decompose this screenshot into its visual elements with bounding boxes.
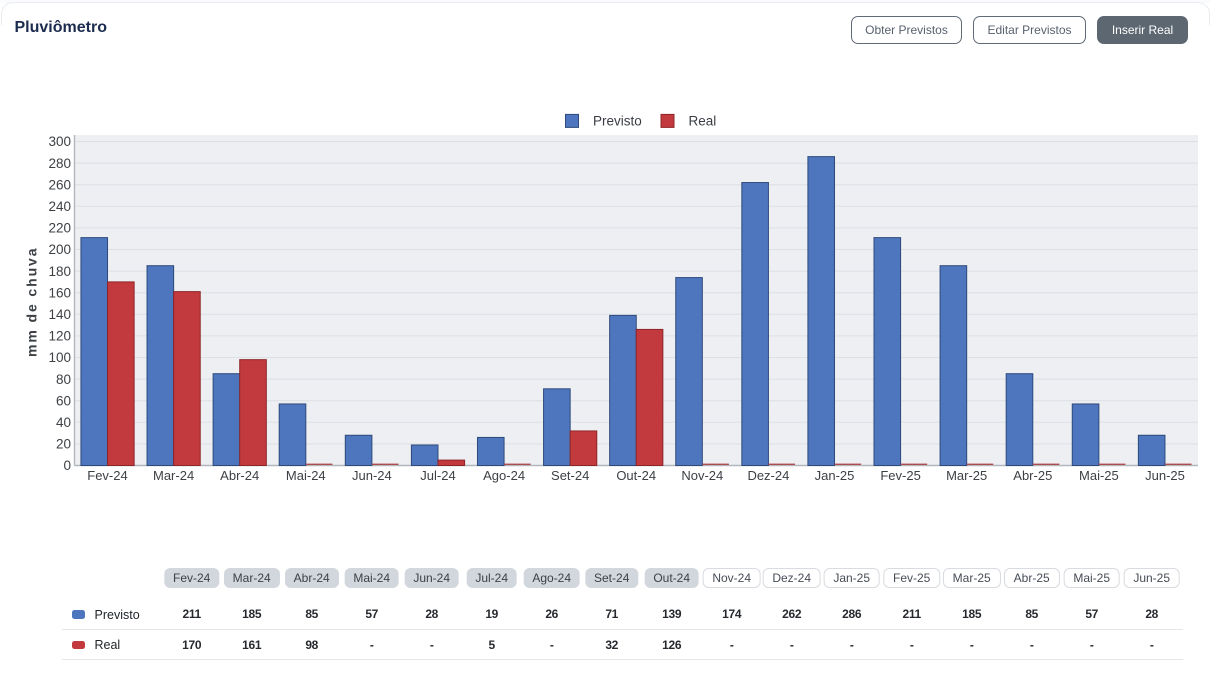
svg-text:Jan-25: Jan-25 (815, 468, 855, 483)
svg-text:300: 300 (48, 134, 71, 149)
svg-text:140: 140 (48, 307, 71, 322)
svg-text:Jun-25: Jun-25 (1145, 468, 1185, 483)
svg-text:0: 0 (63, 458, 71, 473)
svg-text:Fev-24: Fev-24 (87, 468, 127, 483)
svg-text:60: 60 (56, 393, 71, 408)
svg-text:240: 240 (48, 199, 71, 214)
svg-text:40: 40 (56, 415, 71, 430)
svg-text:Ago-24: Ago-24 (483, 468, 525, 483)
svg-text:Out-24: Out-24 (616, 468, 656, 483)
svg-text:Abr-25: Abr-25 (1013, 468, 1052, 483)
svg-text:Fev-25: Fev-25 (880, 468, 920, 483)
svg-text:Nov-24: Nov-24 (681, 468, 723, 483)
svg-text:Set-24: Set-24 (551, 468, 589, 483)
svg-text:260: 260 (48, 177, 71, 192)
svg-text:80: 80 (56, 372, 71, 387)
svg-text:Mar-24: Mar-24 (153, 468, 194, 483)
svg-text:100: 100 (48, 350, 71, 365)
svg-text:Jun-24: Jun-24 (352, 468, 392, 483)
svg-text:Dez-24: Dez-24 (747, 468, 789, 483)
svg-text:20: 20 (56, 437, 71, 452)
svg-text:180: 180 (48, 264, 71, 279)
svg-text:280: 280 (48, 156, 71, 171)
svg-text:200: 200 (48, 242, 71, 257)
svg-text:Mai-24: Mai-24 (286, 468, 326, 483)
svg-text:160: 160 (48, 285, 71, 300)
svg-text:Abr-24: Abr-24 (220, 468, 259, 483)
svg-text:Previsto: Previsto (593, 113, 642, 128)
svg-text:Mar-25: Mar-25 (946, 468, 987, 483)
svg-text:mm de chuva: mm de chuva (24, 247, 40, 357)
svg-text:120: 120 (48, 329, 71, 344)
svg-text:220: 220 (48, 221, 71, 236)
svg-text:Mai-25: Mai-25 (1079, 468, 1119, 483)
svg-text:Jul-24: Jul-24 (420, 468, 455, 483)
svg-text:Real: Real (689, 113, 717, 128)
